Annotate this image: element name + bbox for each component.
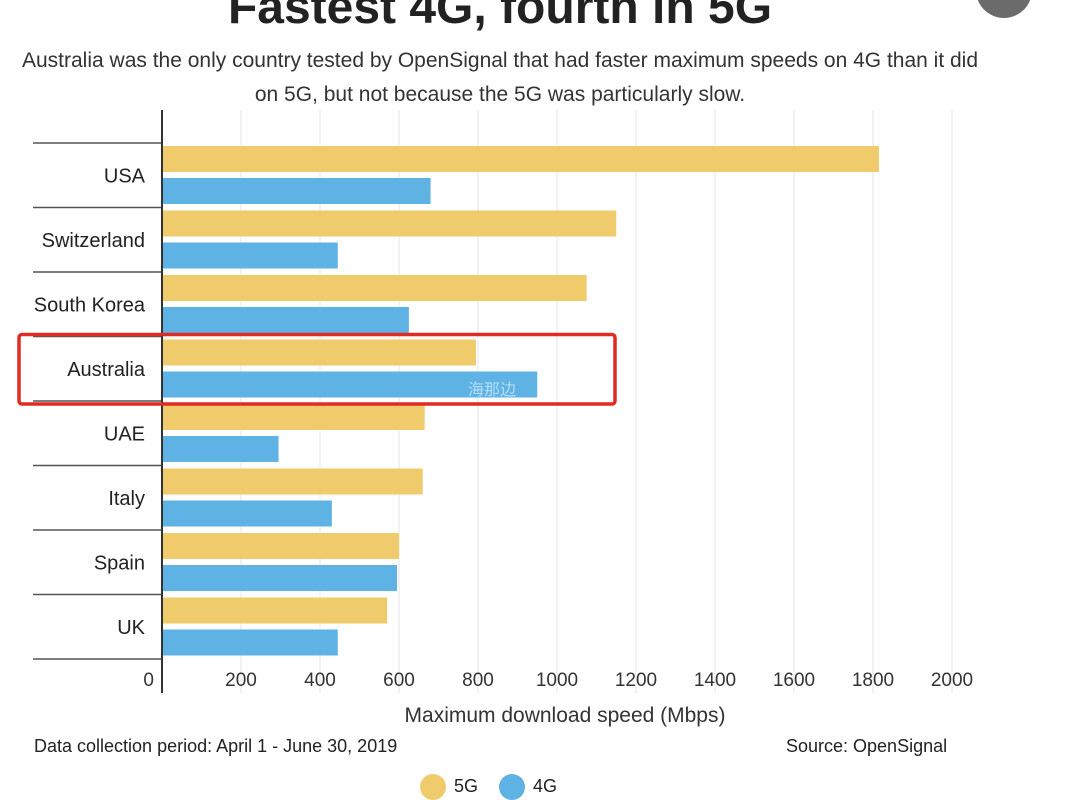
bar-4g xyxy=(162,307,409,333)
legend-label-4g: 4G xyxy=(533,775,558,796)
legend-label-5g: 5G xyxy=(454,775,479,796)
bar-4g xyxy=(162,178,431,204)
x-tick-label: 1000 xyxy=(536,670,578,691)
chart-title: Fastest 4G, fourth in 5G xyxy=(227,0,773,34)
bar-4g xyxy=(162,565,398,591)
data-collection-period: Data collection period: April 1 - June 3… xyxy=(34,736,398,756)
source-note: Source: OpenSignal xyxy=(786,736,948,756)
x-tick-label: 1800 xyxy=(852,670,894,691)
bar-5g xyxy=(162,597,388,624)
chart-subtitle: Australia was the only country tested by… xyxy=(21,49,979,106)
bar-4g xyxy=(162,371,538,398)
category-label: Italy xyxy=(108,488,145,510)
x-tick-label: 1600 xyxy=(773,670,815,691)
bar-5g xyxy=(162,146,879,172)
x-tick-label: 200 xyxy=(225,670,257,691)
x-tick-label: 2000 xyxy=(931,670,973,691)
category-label: UAE xyxy=(104,423,145,445)
x-tick-label: 1200 xyxy=(615,670,657,691)
category-label: UK xyxy=(117,617,145,639)
category-label: Australia xyxy=(67,359,146,381)
bar-4g xyxy=(162,242,338,269)
bar-4g xyxy=(162,500,332,527)
bar-5g xyxy=(162,533,399,559)
x-tick-label: 1400 xyxy=(694,670,736,691)
x-axis-title: Maximum download speed (Mbps) xyxy=(405,704,726,727)
bar-5g xyxy=(162,275,587,301)
legend-swatch-5g xyxy=(420,774,446,800)
highlight-box xyxy=(17,332,617,406)
bar-5g xyxy=(162,468,423,495)
bar-5g xyxy=(162,404,425,430)
x-tick-label: 400 xyxy=(304,670,336,691)
category-label: Spain xyxy=(94,552,145,574)
x-tick-label: 0 xyxy=(143,670,154,691)
bar-5g xyxy=(162,339,477,366)
chart-legend: 5G 4G xyxy=(420,774,573,800)
x-tick-label: 600 xyxy=(383,670,415,691)
category-label: South Korea xyxy=(34,294,146,316)
legend-item-5g: 5G xyxy=(420,774,478,800)
legend-item-4g: 4G xyxy=(499,774,557,800)
menu-button[interactable] xyxy=(976,0,1032,18)
category-label: Switzerland xyxy=(42,230,145,252)
x-tick-label: 800 xyxy=(462,670,494,691)
category-label: USA xyxy=(104,165,146,187)
legend-swatch-4g xyxy=(499,774,526,800)
bar-4g xyxy=(162,629,338,656)
watermark-text: 海那边 xyxy=(468,380,517,399)
bar-4g xyxy=(162,436,279,462)
bar-5g xyxy=(162,210,617,237)
